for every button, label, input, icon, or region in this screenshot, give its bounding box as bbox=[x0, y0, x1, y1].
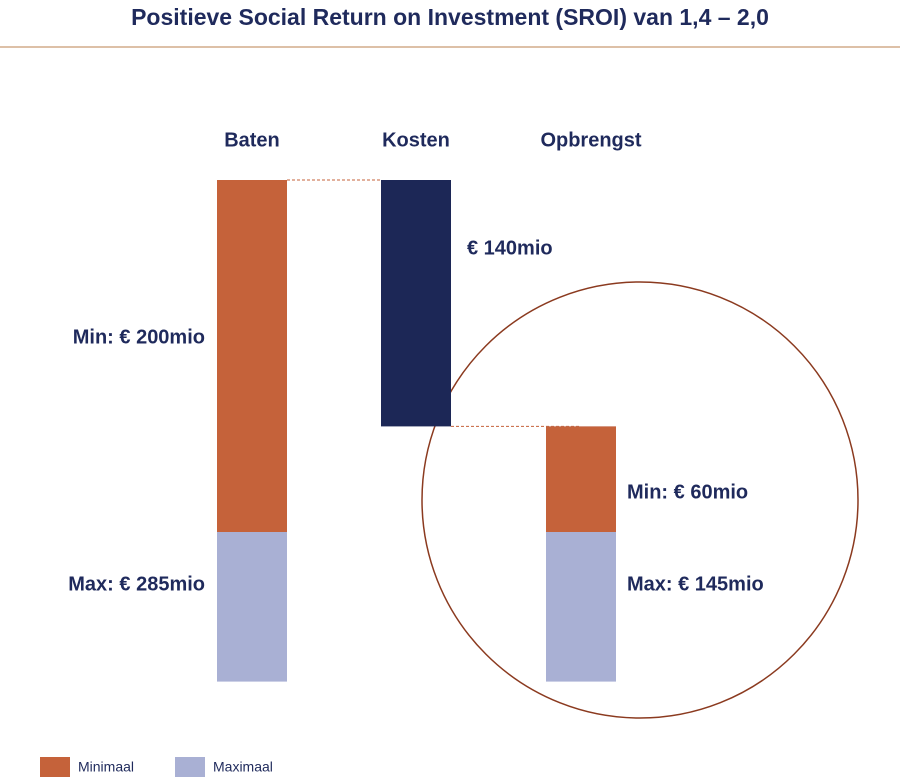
value-label: Max: € 145mio bbox=[627, 573, 764, 595]
bar-segment bbox=[546, 426, 616, 532]
cost-bar bbox=[381, 180, 451, 427]
value-label: € 140mio bbox=[467, 237, 553, 259]
value-label: Max: € 285mio bbox=[68, 573, 205, 595]
legend-label: Maximaal bbox=[213, 759, 273, 775]
category-label: Kosten bbox=[382, 129, 450, 151]
category-label: Opbrengst bbox=[540, 129, 641, 151]
chart-title: Positieve Social Return on Investment (S… bbox=[131, 4, 769, 30]
bar-segment bbox=[217, 180, 287, 532]
legend-label: Minimaal bbox=[78, 759, 134, 775]
value-label: Min: € 200mio bbox=[73, 326, 205, 348]
legend-swatch bbox=[175, 757, 205, 777]
value-label: Min: € 60mio bbox=[627, 481, 748, 503]
highlight-circle bbox=[421, 281, 859, 719]
category-label: Baten bbox=[224, 129, 280, 151]
legend-swatch bbox=[40, 757, 70, 777]
